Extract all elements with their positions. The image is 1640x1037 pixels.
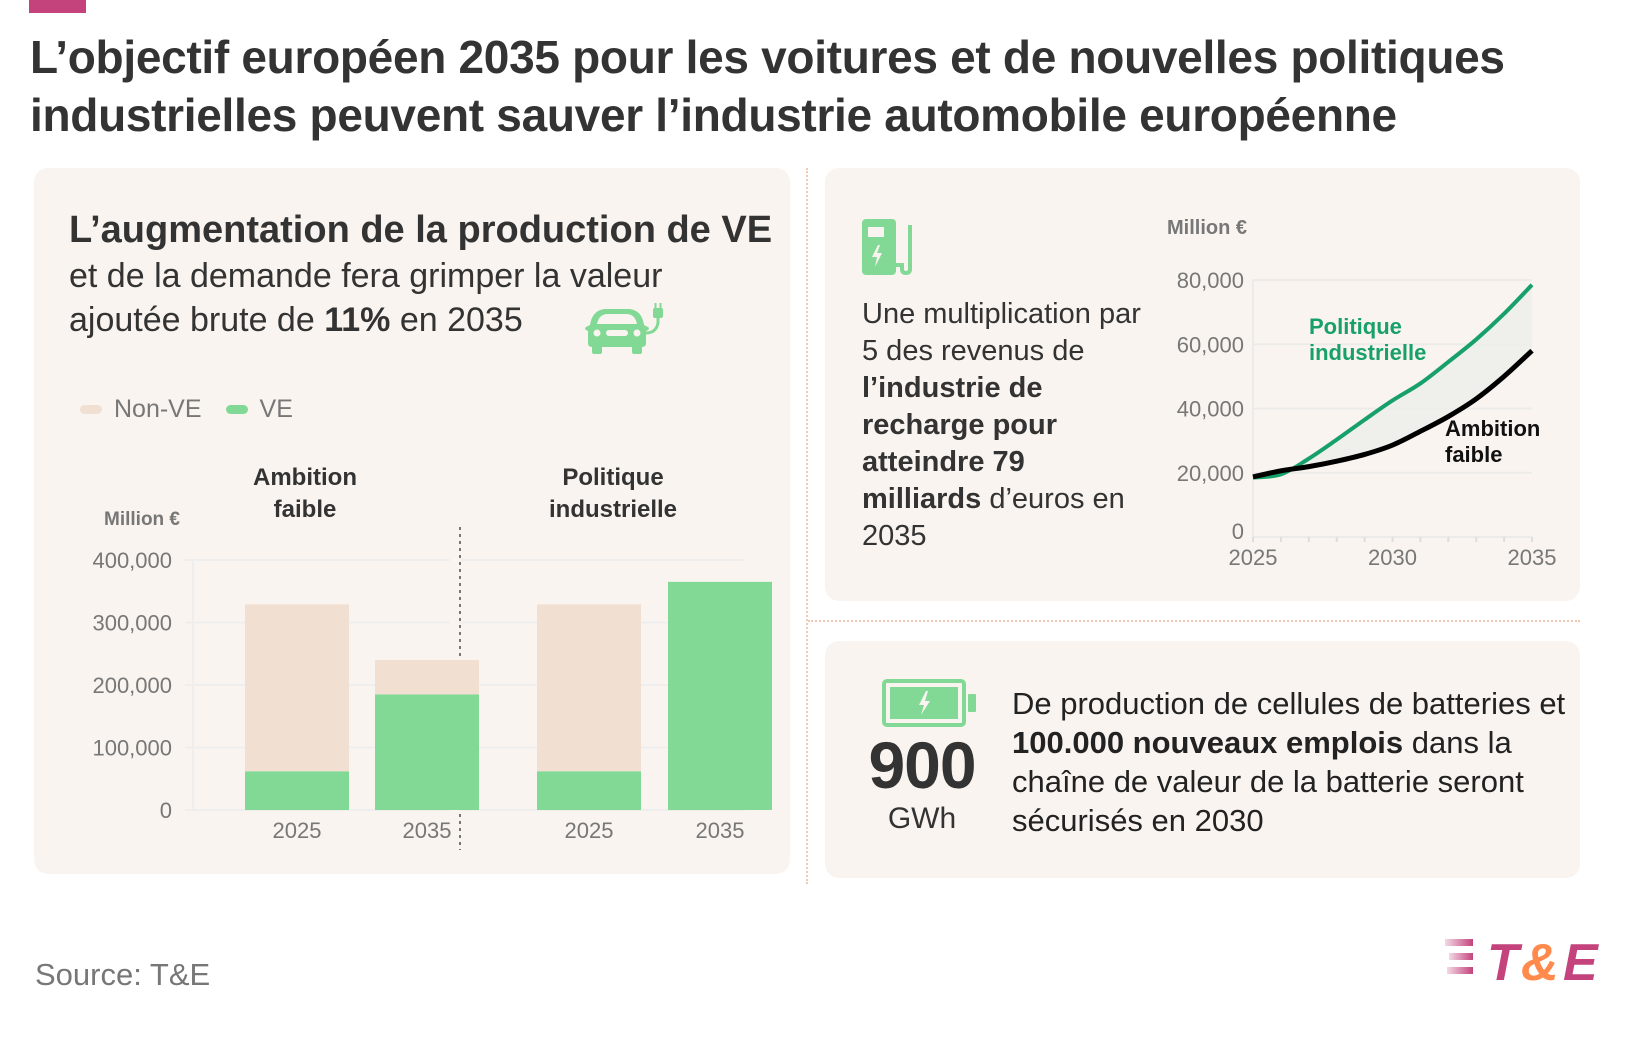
- bar-ve-0-2025: [245, 771, 349, 810]
- logo-letter-e: E: [1563, 935, 1599, 985]
- battery-gwh-value: 900: [868, 728, 976, 802]
- bar-y-axis-title: Million €: [104, 509, 180, 530]
- bar-y-tick-label: 200,000: [92, 673, 172, 698]
- bar-non-ve-0-2025: [245, 604, 349, 772]
- vertical-divider: [806, 168, 808, 884]
- page-title: L’objectif européen 2035 pour les voitur…: [30, 28, 1610, 144]
- bar-y-tick-label: 100,000: [92, 736, 172, 761]
- charging-text-bold: l’industrie de recharge pour atteindre 7…: [862, 372, 1057, 515]
- horizontal-divider: [808, 620, 1580, 622]
- gva-sub-line-2: ajoutée brute de 11% en 2035: [69, 298, 789, 342]
- page-title-line-2: industrielles peuvent sauver l’industrie…: [30, 89, 1397, 141]
- accent-tab: [29, 0, 86, 13]
- line-series-politique-industrielle: [1252, 283, 1534, 480]
- logo-letter-t: T: [1487, 935, 1523, 985]
- legend-swatch-ve: [225, 405, 248, 414]
- gva-sub-line-1: et de la demande fera grimper la valeur: [69, 257, 663, 295]
- bar-y-tick-label: 0: [160, 798, 172, 823]
- gva-sub-text: ajoutée brute de: [69, 301, 325, 339]
- legend-label-non-ve: Non-VE: [114, 395, 202, 423]
- logo-ampersand: &: [1521, 935, 1559, 985]
- line-label-politique: industrielle: [1309, 340, 1426, 365]
- line-label-politique: Politique: [1309, 314, 1402, 339]
- line-x-tick-label: 2025: [1229, 545, 1278, 570]
- gva-percent: 11%: [324, 301, 391, 339]
- bar-y-tick-label: 400,000: [92, 548, 172, 573]
- logo-stripes-icon: [1445, 939, 1473, 974]
- battery-gwh-unit: GWh: [887, 802, 957, 835]
- bar-non-ve-0-2035: [375, 660, 479, 695]
- bar-x-tick-label: 2035: [403, 818, 452, 843]
- line-label-ambition: faible: [1445, 442, 1502, 467]
- te-logo: T & E: [1445, 935, 1599, 985]
- charging-line-chart: Million € 0 20,000 40,000 60,000 80,000 2025 20…: [1167, 217, 1557, 570]
- battery-text-bold: 100.000 nouveaux emplois: [1012, 725, 1404, 760]
- legend-label-ve: VE: [259, 395, 293, 423]
- gva-sub-year: en 2035: [390, 301, 523, 339]
- legend-swatch-non-ve: [80, 405, 102, 414]
- line-y-tick-label: 0: [1232, 519, 1244, 544]
- gva-heading: L’augmentation de la production de VE: [69, 209, 773, 251]
- battery-icon: [882, 679, 976, 727]
- line-y-tick-label: 60,000: [1177, 332, 1244, 357]
- line-y-tick-label: 20,000: [1177, 461, 1244, 486]
- bar-ve-0-2035: [375, 694, 479, 810]
- gva-subheading: et de la demande fera grimper la valeur …: [69, 254, 789, 342]
- bar-x-tick-label: 2035: [696, 818, 745, 843]
- battery-text-3: dans la chaîne de valeur de la batterie …: [1012, 725, 1524, 838]
- legend-item-ve: VE: [225, 395, 293, 424]
- line-y-axis-title: Million €: [1167, 217, 1247, 239]
- charging-text-1: Une multiplication par 5 des revenus de: [862, 298, 1141, 367]
- source-note: Source: T&E: [35, 957, 211, 992]
- line-series-ambition-faible: [1252, 348, 1534, 480]
- page-title-line-1: L’objectif européen 2035 pour les voitur…: [30, 31, 1505, 83]
- charging-text-3: d’euros en 2035: [862, 483, 1125, 552]
- bar-ve-1-2025: [537, 771, 641, 810]
- electric-car-icon: [585, 303, 663, 354]
- line-y-tick-label: 40,000: [1177, 397, 1244, 422]
- battery-text-1: De production de cellules de batteries e…: [1012, 686, 1566, 721]
- charging-description: Une multiplication par 5 des revenus de …: [862, 296, 1142, 555]
- legend-item-non-ve: Non-VE: [80, 395, 202, 424]
- bar-group-title: Ambition: [253, 464, 357, 491]
- line-label-ambition: Ambition: [1445, 416, 1540, 441]
- bar-chart-legend: Non-VE VE: [80, 395, 317, 424]
- bar-ve-1-2035: [668, 581, 772, 810]
- battery-description: De production de cellules de batteries e…: [1012, 684, 1572, 840]
- bar-group-title: Politique: [562, 464, 663, 491]
- bar-group-title: industrielle: [549, 496, 677, 523]
- bar-y-tick-label: 300,000: [92, 611, 172, 636]
- bar-group-title: faible: [274, 496, 337, 523]
- line-gap-area: [1253, 284, 1532, 478]
- line-x-tick-label: 2035: [1508, 545, 1557, 570]
- gva-bar-chart: Million € 0 100,000 200,000 300,000 400,000 Am…: [92, 464, 772, 850]
- bar-x-tick-label: 2025: [273, 818, 322, 843]
- charging-station-icon: [862, 219, 912, 275]
- bar-non-ve-1-2025: [537, 604, 641, 772]
- line-x-tick-label: 2030: [1368, 545, 1417, 570]
- line-y-tick-label: 80,000: [1177, 268, 1244, 293]
- bar-x-tick-label: 2025: [565, 818, 614, 843]
